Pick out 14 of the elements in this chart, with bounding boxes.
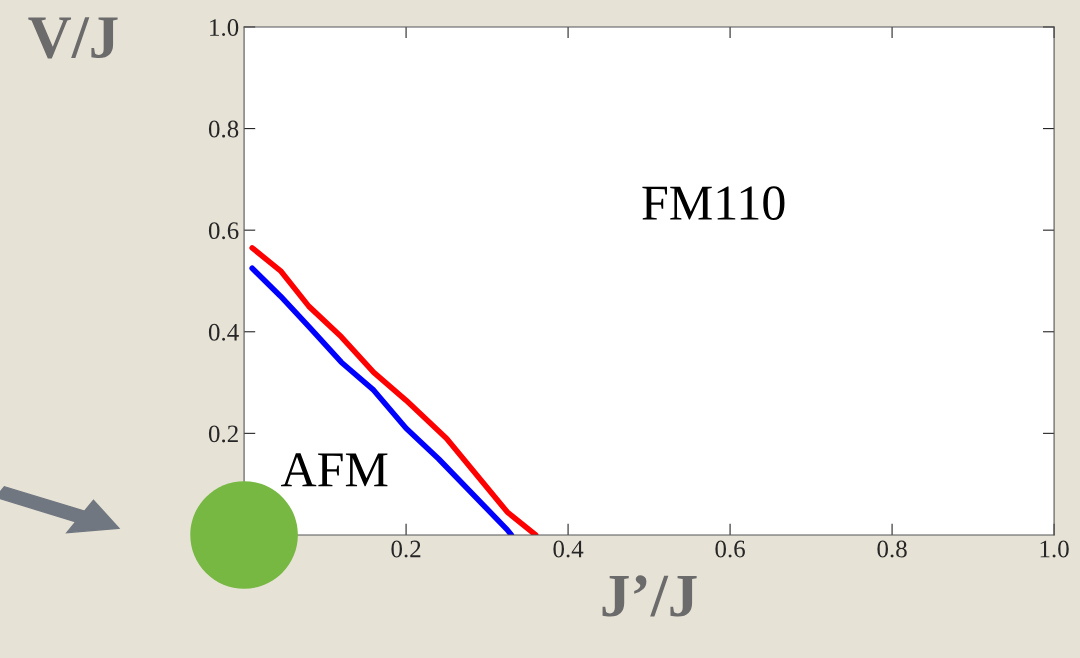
y-tick-label: 0.6 [208, 222, 239, 240]
annotation: FM110 [642, 186, 785, 221]
x-tick-label: 0.2 [391, 540, 421, 558]
x-axis-title: J’/J [602, 575, 697, 617]
y-tick-label: 0.4 [208, 323, 239, 341]
x-tick-label: 0.4 [553, 540, 584, 558]
x-tick-label: 1.0 [1040, 540, 1069, 558]
x-tick-label: 0.8 [877, 540, 907, 558]
y-tick-label: 1.0 [210, 19, 239, 37]
y-tick-label: 0.2 [208, 425, 238, 443]
x-tick-label: 0.6 [715, 540, 745, 558]
y-axis-title: V/J [28, 17, 118, 59]
annotation: AFM [281, 453, 388, 487]
y-tick-label: 0.8 [208, 120, 239, 138]
